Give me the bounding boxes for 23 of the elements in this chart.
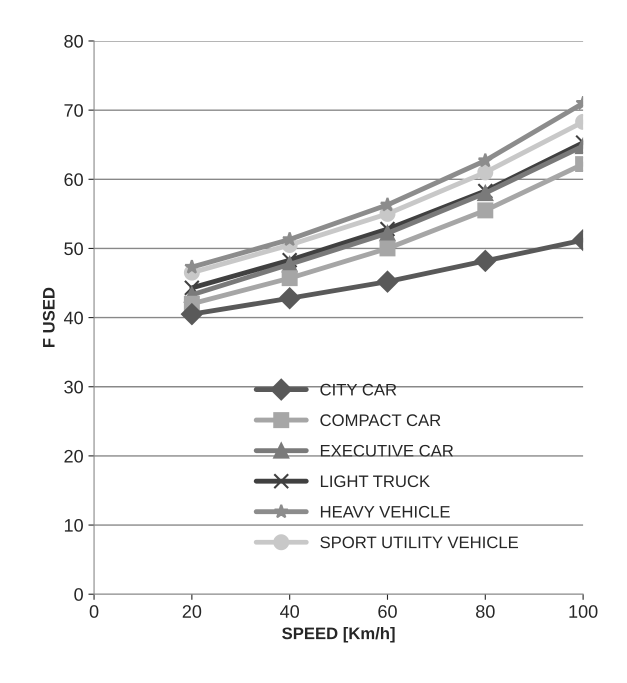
x-tick-label: 40 xyxy=(280,605,300,618)
legend-label: HEAVY VEHICLE xyxy=(320,506,450,518)
y-tick-label: 30 xyxy=(64,380,83,394)
y-tick-label: 0 xyxy=(74,588,83,601)
x-tick-label: 60 xyxy=(378,605,397,618)
x-tick-label: 0 xyxy=(90,605,98,618)
legend-label: SPORT UTILITY VEHICLE xyxy=(320,536,518,548)
x-tick-label: 20 xyxy=(182,605,202,618)
legend-label: EXECUTIVE CAR xyxy=(320,444,454,457)
legend-label: LIGHT TRUCK xyxy=(320,475,430,488)
legend-label: CITY CAR xyxy=(320,384,396,396)
y-tick-label: 70 xyxy=(64,104,83,117)
y-tick-label: 10 xyxy=(64,518,83,532)
y-tick-label: 20 xyxy=(64,450,83,463)
y-axis-title: F USED xyxy=(42,288,55,348)
legend-label: COMPACT CAR xyxy=(320,414,440,426)
x-tick-label: 80 xyxy=(476,605,495,618)
y-tick-label: 80 xyxy=(64,34,83,48)
y-tick-label: 40 xyxy=(64,312,83,324)
x-tick-label: 100 xyxy=(569,605,598,618)
y-tick-label: 60 xyxy=(64,173,83,186)
y-tick-label: 50 xyxy=(64,242,83,256)
x-axis-title: SPEED [Km/h] xyxy=(282,627,395,643)
